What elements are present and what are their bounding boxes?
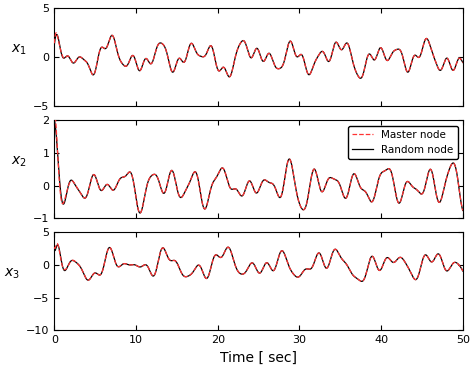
Legend: Master node, Random node: Master node, Random node xyxy=(348,125,457,159)
Y-axis label: $x_2$: $x_2$ xyxy=(11,155,27,169)
X-axis label: Time [ sec]: Time [ sec] xyxy=(220,351,297,365)
Y-axis label: $x_3$: $x_3$ xyxy=(4,267,20,282)
Y-axis label: $x_1$: $x_1$ xyxy=(11,43,27,57)
